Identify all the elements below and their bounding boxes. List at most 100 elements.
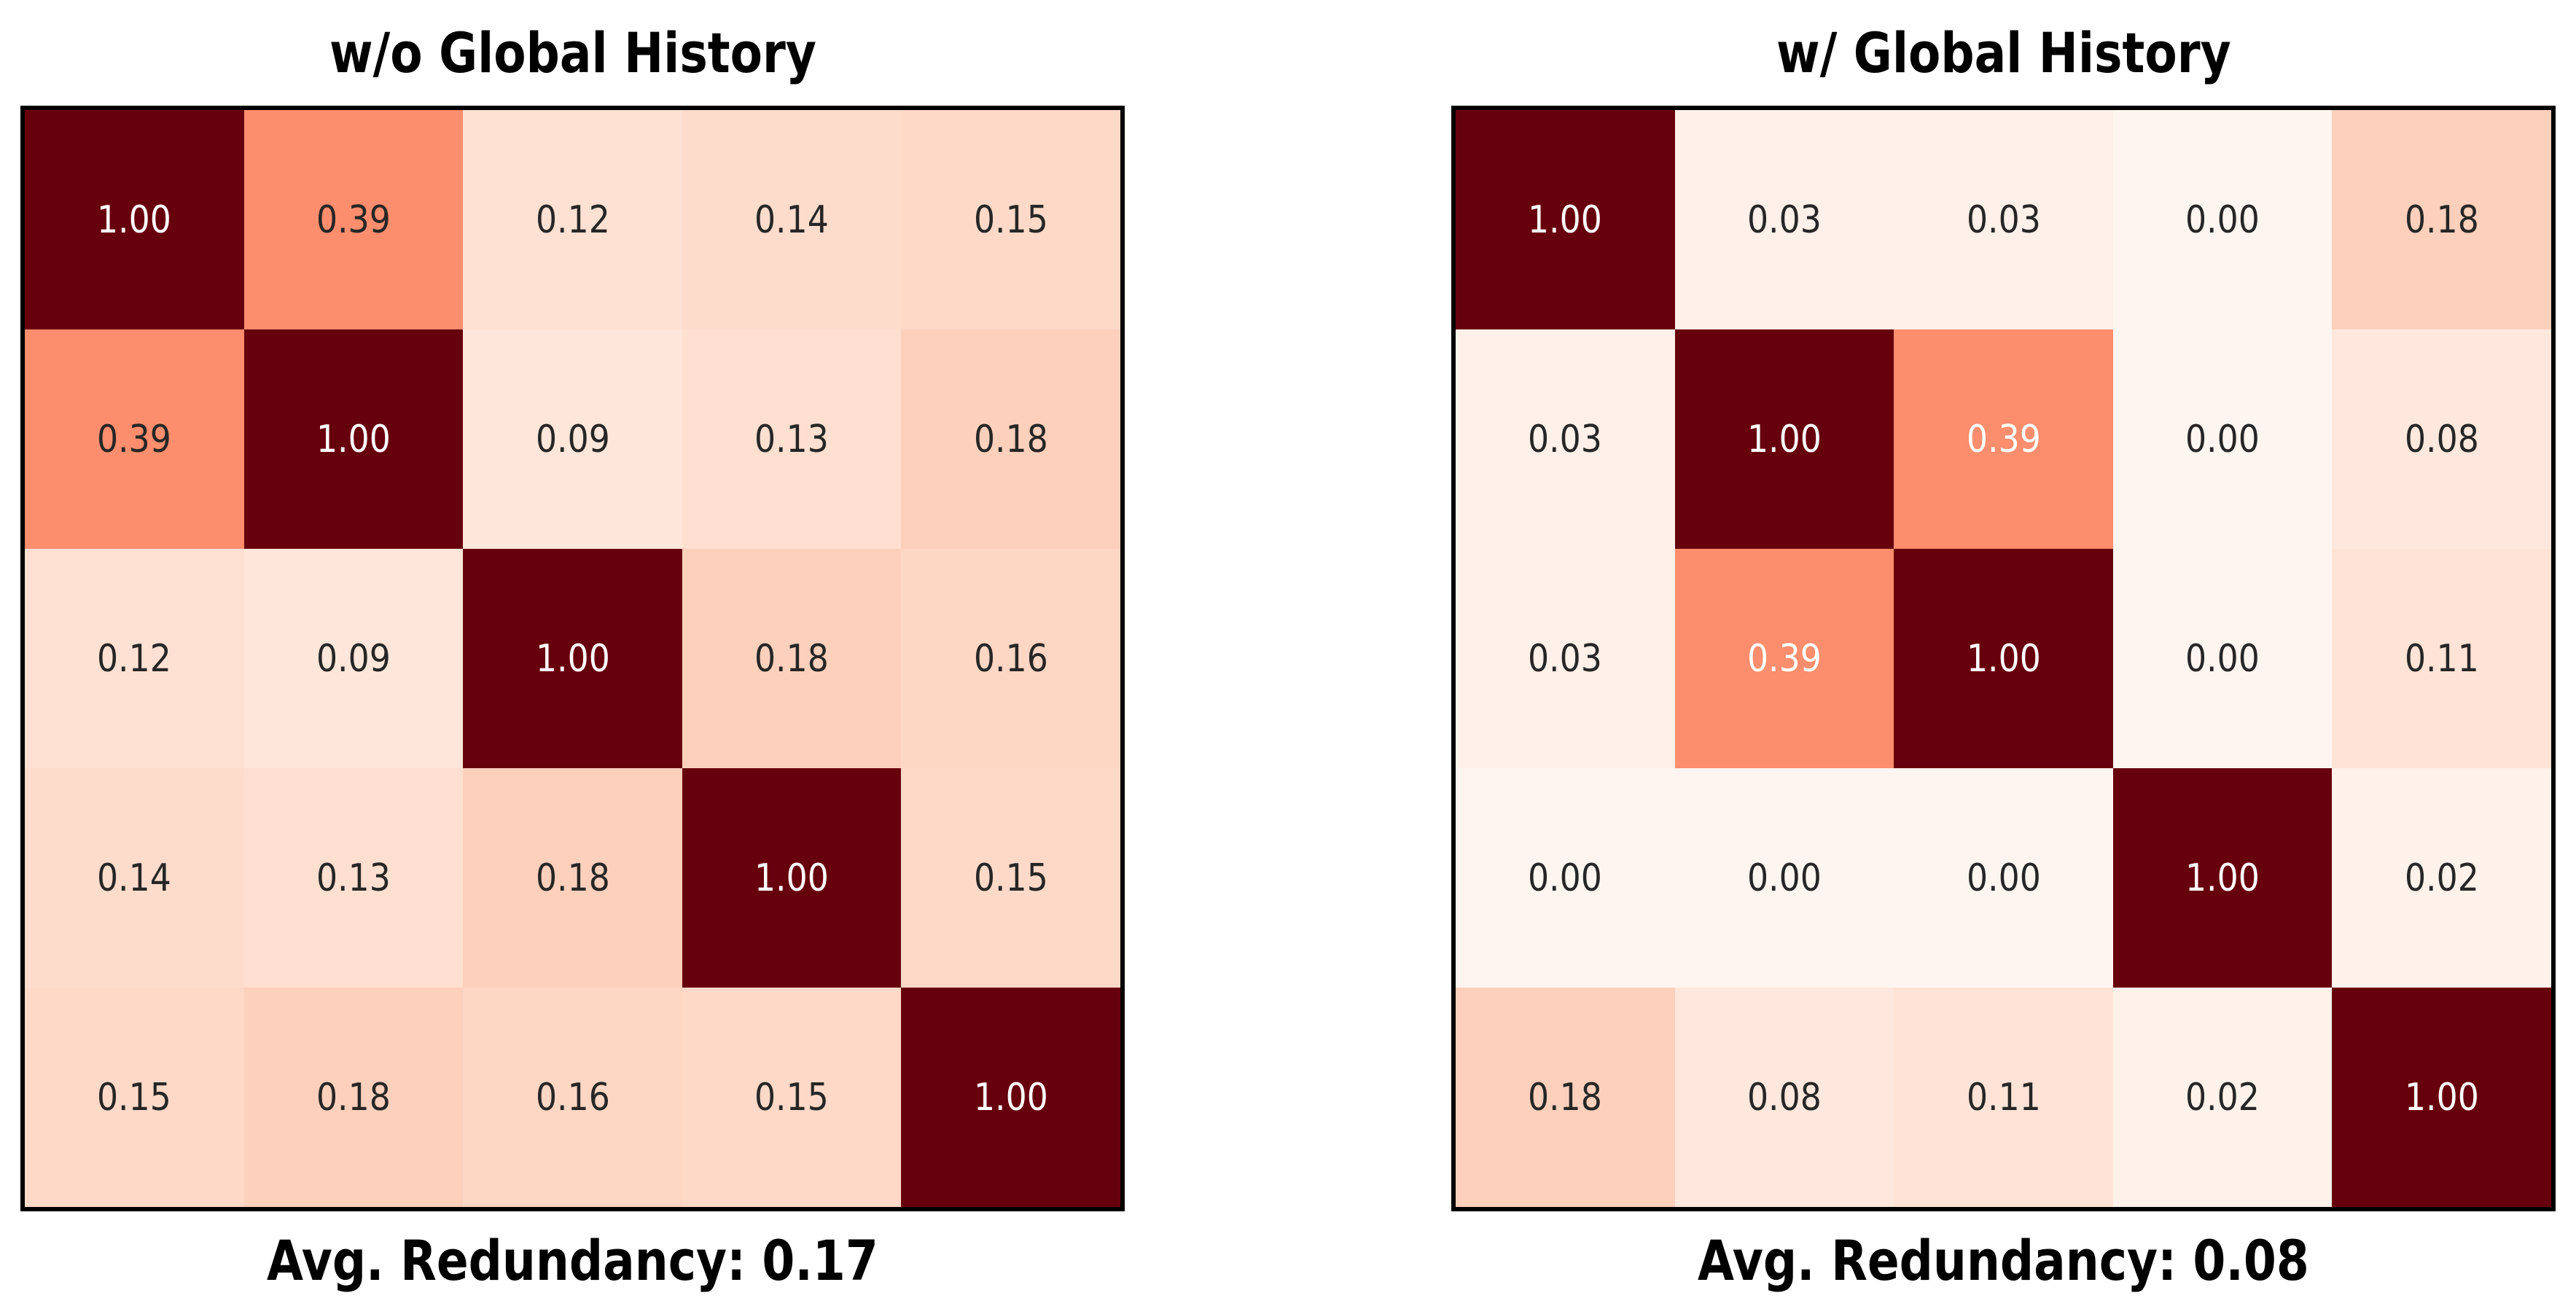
cell-value: 0.16 xyxy=(973,636,1048,681)
heatmap-cell-r5c3: 0.11 xyxy=(1894,988,2113,1207)
heatmap-cell-r2c4: 0.00 xyxy=(2112,329,2333,549)
cell-value: 1.00 xyxy=(316,417,391,461)
cell-value: 1.00 xyxy=(2185,856,2260,900)
cell-value: 1.00 xyxy=(1746,417,1822,461)
heatmap-cell-r1c3: 0.03 xyxy=(1894,110,2113,329)
cell-value: 0.08 xyxy=(1746,1075,1822,1120)
heatmap-cell-r1c1: 1.00 xyxy=(25,110,244,329)
cell-value: 0.02 xyxy=(2404,856,2479,900)
panel-title-text: w/ Global History xyxy=(1776,20,2231,85)
heatmap-cell-r3c2: 0.09 xyxy=(243,549,464,768)
cell-value: 0.15 xyxy=(973,856,1048,900)
cell-value: 1.00 xyxy=(97,198,172,242)
cell-value: 0.14 xyxy=(97,856,172,900)
heatmap-cell-r1c5: 0.18 xyxy=(2332,110,2551,329)
heatmap-without-global-history: 1.00 0.39 0.12 0.14 0.15 0.39 1.00 0.09 0.13 0.18… xyxy=(20,106,1125,1211)
cell-value: 0.18 xyxy=(535,856,610,900)
heatmap-cell-r1c1: 1.00 xyxy=(1456,110,1675,329)
heatmap-cell-r1c4: 0.14 xyxy=(682,110,902,329)
heatmap-cell-r4c3: 0.00 xyxy=(1894,768,2113,988)
avg-redundancy-caption-left: Avg. Redundancy: 0.17 xyxy=(20,1211,1125,1309)
heatmap-cell-r3c3: 1.00 xyxy=(463,549,682,768)
heatmap-cell-r5c4: 0.15 xyxy=(682,988,902,1207)
cell-value: 0.09 xyxy=(535,417,610,461)
heatmap-cell-r2c3: 0.09 xyxy=(463,329,682,549)
heatmap-cell-r5c4: 0.02 xyxy=(2112,988,2333,1207)
heatmap-cell-r4c4: 1.00 xyxy=(2112,768,2333,988)
heatmap-cell-r1c4: 0.00 xyxy=(2112,110,2333,329)
heatmap-cell-r4c2: 0.00 xyxy=(1674,768,1894,988)
heatmap-cell-r3c3: 1.00 xyxy=(1894,549,2113,768)
cell-value: 0.08 xyxy=(2404,417,2479,461)
heatmap-cell-r5c5: 1.00 xyxy=(901,988,1120,1207)
cell-value: 1.00 xyxy=(754,856,830,900)
avg-redundancy-caption-text: Avg. Redundancy: 0.08 xyxy=(1698,1227,2309,1293)
heatmap-cell-r4c5: 0.15 xyxy=(901,768,1120,988)
cell-value: 0.39 xyxy=(316,198,391,242)
panel-title-text: w/o Global History xyxy=(329,20,816,85)
cell-value: 0.18 xyxy=(316,1075,391,1120)
heatmap-cell-r4c5: 0.02 xyxy=(2332,768,2551,988)
heatmap-cell-r2c2: 1.00 xyxy=(243,329,464,549)
heatmap-cell-r4c2: 0.13 xyxy=(243,768,464,988)
cell-value: 0.02 xyxy=(2185,1075,2260,1120)
panel-title-without-global-history: w/o Global History xyxy=(20,0,1125,106)
heatmap-cell-r1c5: 0.15 xyxy=(901,110,1120,329)
cell-value: 0.18 xyxy=(973,417,1048,461)
heatmap-cell-r2c3: 0.39 xyxy=(1894,329,2113,549)
heatmap-cell-r3c4: 0.18 xyxy=(682,549,902,768)
cell-value: 1.00 xyxy=(535,636,610,681)
cell-value: 0.00 xyxy=(2185,198,2260,242)
cell-value: 0.18 xyxy=(754,636,830,681)
heatmap-cell-r1c3: 0.12 xyxy=(463,110,682,329)
heatmap-cell-r3c2: 0.39 xyxy=(1674,549,1894,768)
cell-value: 1.00 xyxy=(2404,1075,2479,1120)
heatmap-cell-r5c1: 0.18 xyxy=(1456,988,1675,1207)
cell-value: 1.00 xyxy=(1966,636,2041,681)
heatmap-cell-r3c4: 0.00 xyxy=(2112,549,2333,768)
cell-value: 1.00 xyxy=(973,1075,1048,1120)
heatmap-cell-r4c1: 0.00 xyxy=(1456,768,1675,988)
cell-value: 0.39 xyxy=(97,417,172,461)
heatmap-cell-r5c3: 0.16 xyxy=(463,988,682,1207)
cell-value: 0.03 xyxy=(1966,198,2041,242)
heatmap-cell-r1c2: 0.03 xyxy=(1674,110,1894,329)
heatmap-cell-r3c1: 0.12 xyxy=(25,549,244,768)
panel-with-global-history: w/ Global History 1.00 0.03 0.03 0.00 0.18 0.… xyxy=(1451,0,2556,1309)
cell-value: 0.11 xyxy=(1966,1075,2041,1120)
heatmap-cell-r4c1: 0.14 xyxy=(25,768,244,988)
cell-value: 0.15 xyxy=(973,198,1048,242)
heatmap-cell-r2c5: 0.18 xyxy=(901,329,1120,549)
heatmap-cell-r3c5: 0.11 xyxy=(2332,549,2551,768)
heatmap-cell-r5c2: 0.18 xyxy=(243,988,464,1207)
cell-value: 0.00 xyxy=(2185,417,2260,461)
heatmap-cell-r2c1: 0.39 xyxy=(25,329,244,549)
heatmap-cell-r2c2: 1.00 xyxy=(1674,329,1894,549)
cell-value: 0.11 xyxy=(2404,636,2479,681)
cell-value: 0.13 xyxy=(316,856,391,900)
cell-value: 0.00 xyxy=(1746,856,1822,900)
heatmap-cell-r5c5: 1.00 xyxy=(2332,988,2551,1207)
avg-redundancy-caption-text: Avg. Redundancy: 0.17 xyxy=(267,1227,878,1293)
heatmap-cell-r5c1: 0.15 xyxy=(25,988,244,1207)
heatmap-cell-r2c5: 0.08 xyxy=(2332,329,2551,549)
cell-value: 0.03 xyxy=(1528,636,1603,681)
heatmap-cell-r4c3: 0.18 xyxy=(463,768,682,988)
panel-title-with-global-history: w/ Global History xyxy=(1451,0,2556,106)
cell-value: 0.18 xyxy=(1528,1075,1603,1120)
cell-value: 0.15 xyxy=(97,1075,172,1120)
heatmap-cell-r2c4: 0.13 xyxy=(682,329,902,549)
cell-value: 0.39 xyxy=(1966,417,2041,461)
cell-value: 0.03 xyxy=(1528,417,1603,461)
cell-value: 0.14 xyxy=(754,198,830,242)
cell-value: 0.00 xyxy=(1528,856,1603,900)
cell-value: 0.39 xyxy=(1746,636,1822,681)
cell-value: 0.09 xyxy=(316,636,391,681)
heatmap-cell-r5c2: 0.08 xyxy=(1674,988,1894,1207)
cell-value: 0.12 xyxy=(535,198,610,242)
cell-value: 0.03 xyxy=(1746,198,1822,242)
heatmap-cell-r3c1: 0.03 xyxy=(1456,549,1675,768)
cell-value: 0.12 xyxy=(97,636,172,681)
cell-value: 0.00 xyxy=(1966,856,2041,900)
